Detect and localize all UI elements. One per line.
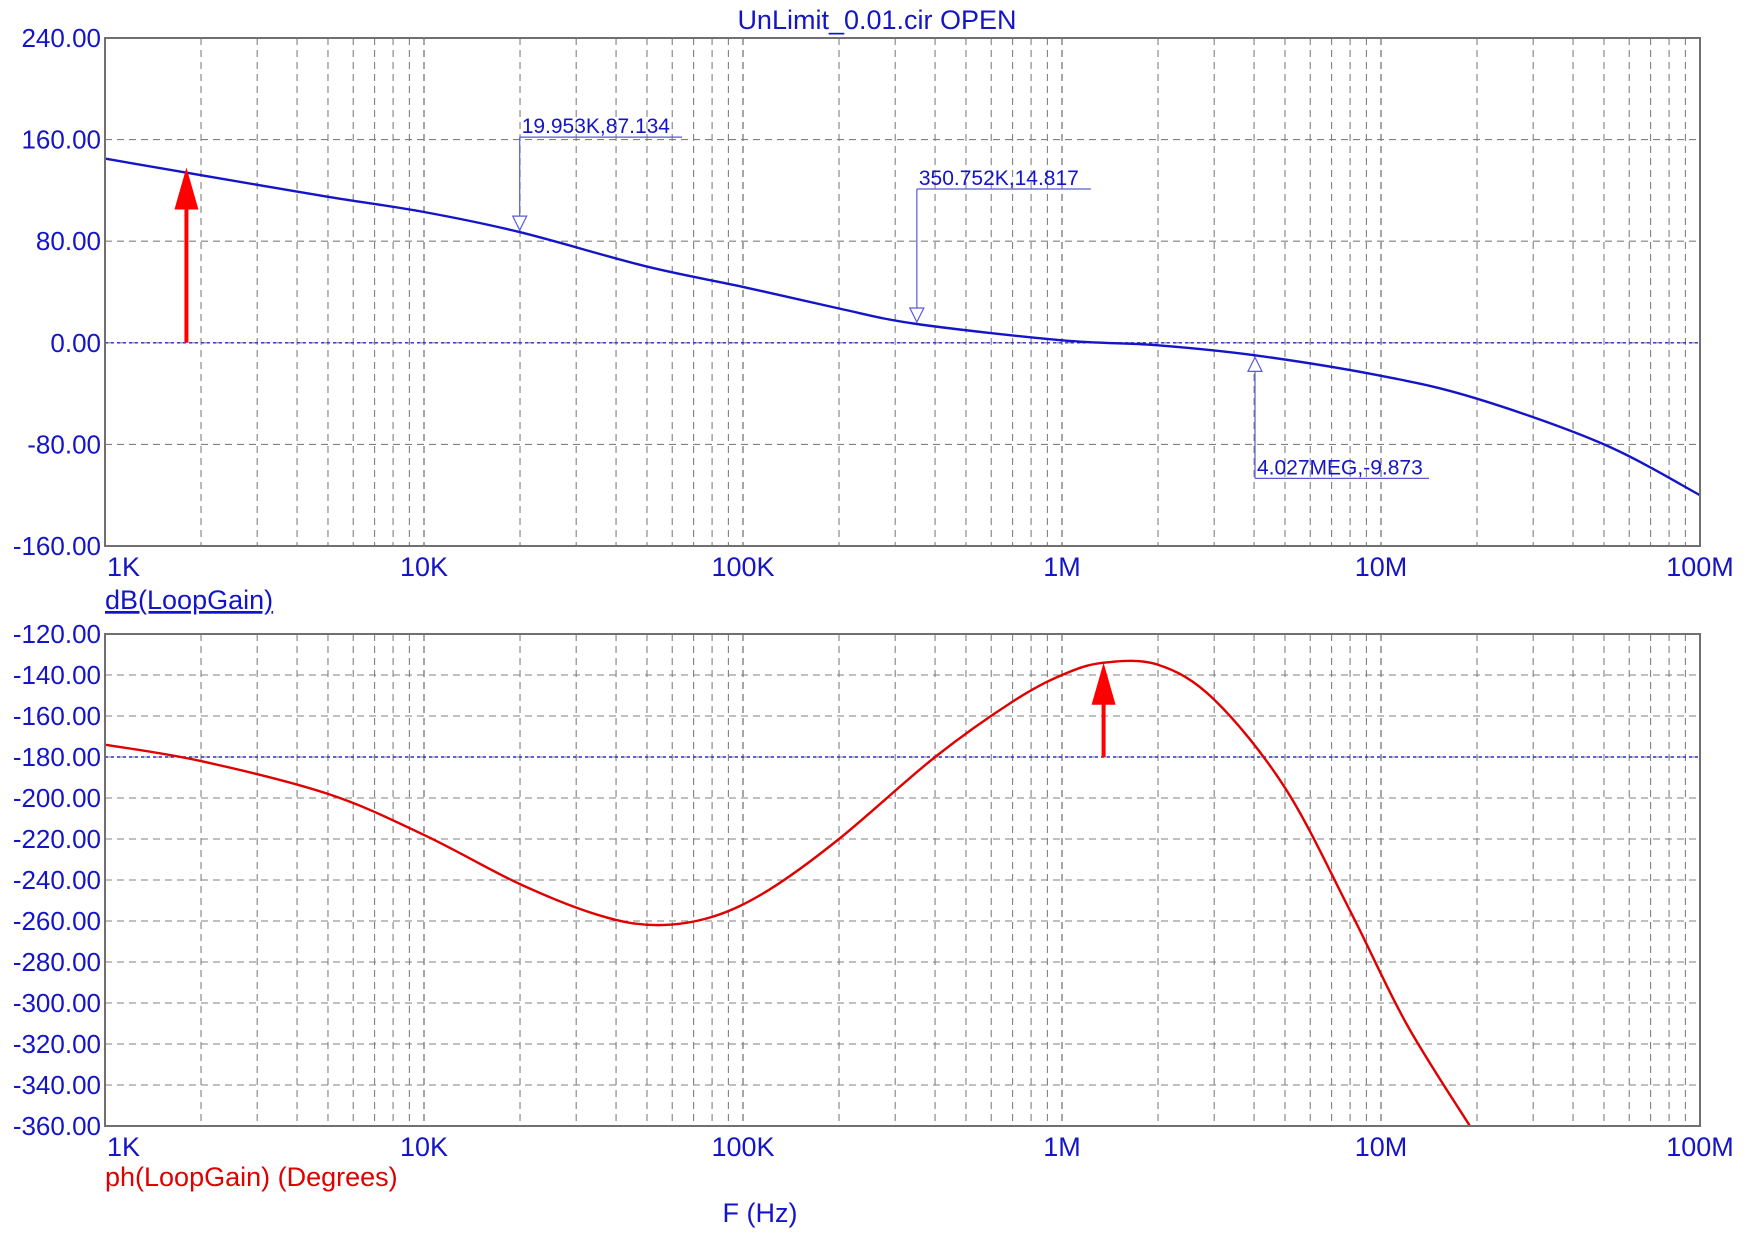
phase-series bbox=[104, 659, 1471, 1127]
y-tick-label: -340.00 bbox=[13, 1070, 101, 1100]
y-tick-label: -200.00 bbox=[13, 783, 101, 813]
cursor-label: 19.953K,87.134 bbox=[522, 115, 671, 138]
x-tick-label: 10M bbox=[1355, 1132, 1408, 1162]
y-tick-label: -160.00 bbox=[13, 531, 101, 561]
x-tick-label: 10K bbox=[400, 1132, 448, 1162]
x-tick-label: 100K bbox=[711, 1132, 774, 1162]
y-tick-label: -240.00 bbox=[13, 865, 101, 895]
magnitude-plot-frame bbox=[104, 37, 1701, 547]
y-tick-label: -80.00 bbox=[27, 429, 101, 459]
chart-title: UnLimit_0.01.cir OPEN bbox=[737, 5, 1016, 35]
phase-y-label: ph(LoopGain) (Degrees) bbox=[105, 1162, 398, 1192]
x-tick-label: 1M bbox=[1043, 552, 1081, 582]
cursor-pointer bbox=[908, 307, 925, 324]
x-tick-label: 1M bbox=[1043, 1132, 1081, 1162]
y-tick-label: -280.00 bbox=[13, 947, 101, 977]
magnitude-x-tick-labels: 1K 10K 100K 1M 10M 100M bbox=[107, 552, 1734, 582]
y-tick-label: -120.00 bbox=[13, 619, 101, 649]
cursor-pointer bbox=[511, 215, 528, 232]
marker-arrow-head bbox=[174, 167, 199, 210]
cursor-label: 4.027MEG,-9.873 bbox=[1257, 456, 1423, 479]
cursor-label: 350.752K,14.817 bbox=[919, 167, 1079, 190]
series-line bbox=[104, 157, 1701, 497]
y-tick-label: -140.00 bbox=[13, 660, 101, 690]
phase-y-tick-labels: -120.00 -140.00 -160.00 -180.00 -200.00 -220.… bbox=[13, 619, 101, 1141]
y-tick-label: -220.00 bbox=[13, 824, 101, 854]
y-tick-label: -360.00 bbox=[13, 1111, 101, 1141]
magnitude-plot: 240.00 160.00 80.00 0.00 -80.00 -160.00 1K 10K… bbox=[13, 23, 1734, 615]
magnitude-cursor-annotations: 19.953K,87.134 350.752K,14.817 4.027MEG,-9… bbox=[511, 115, 1429, 479]
y-tick-label: 240.00 bbox=[21, 23, 101, 53]
y-tick-label: -320.00 bbox=[13, 1029, 101, 1059]
x-tick-label: 1K bbox=[107, 552, 140, 582]
x-tick-label: 100K bbox=[711, 552, 774, 582]
magnitude-series bbox=[104, 157, 1701, 497]
x-tick-label: 100M bbox=[1666, 552, 1734, 582]
cursor-pointer bbox=[1247, 355, 1263, 372]
x-axis-label: F (Hz) bbox=[723, 1198, 798, 1228]
phase-gridlines bbox=[105, 634, 1700, 1126]
marker-arrow-head bbox=[1091, 662, 1116, 705]
y-tick-label: -300.00 bbox=[13, 988, 101, 1018]
magnitude-y-tick-labels: 240.00 160.00 80.00 0.00 -80.00 -160.00 bbox=[13, 23, 101, 561]
y-tick-label: -180.00 bbox=[13, 742, 101, 772]
phase-plot-frame bbox=[104, 633, 1701, 1127]
magnitude-gridlines bbox=[105, 38, 1700, 546]
y-tick-label: 80.00 bbox=[36, 226, 101, 256]
y-tick-label: 0.00 bbox=[50, 328, 101, 358]
x-tick-label: 10K bbox=[400, 552, 448, 582]
phase-x-tick-labels: 1K 10K 100K 1M 10M 100M bbox=[107, 1132, 1734, 1162]
y-tick-label: -260.00 bbox=[13, 906, 101, 936]
phase-plot: -120.00 -140.00 -160.00 -180.00 -200.00 -220.… bbox=[13, 619, 1734, 1228]
x-tick-label: 1K bbox=[107, 1132, 140, 1162]
series-line bbox=[104, 659, 1471, 1127]
y-tick-label: -160.00 bbox=[13, 701, 101, 731]
x-tick-label: 100M bbox=[1666, 1132, 1734, 1162]
x-tick-label: 10M bbox=[1355, 552, 1408, 582]
magnitude-y-label: dB(LoopGain) bbox=[105, 585, 273, 615]
y-tick-label: 160.00 bbox=[21, 125, 101, 155]
